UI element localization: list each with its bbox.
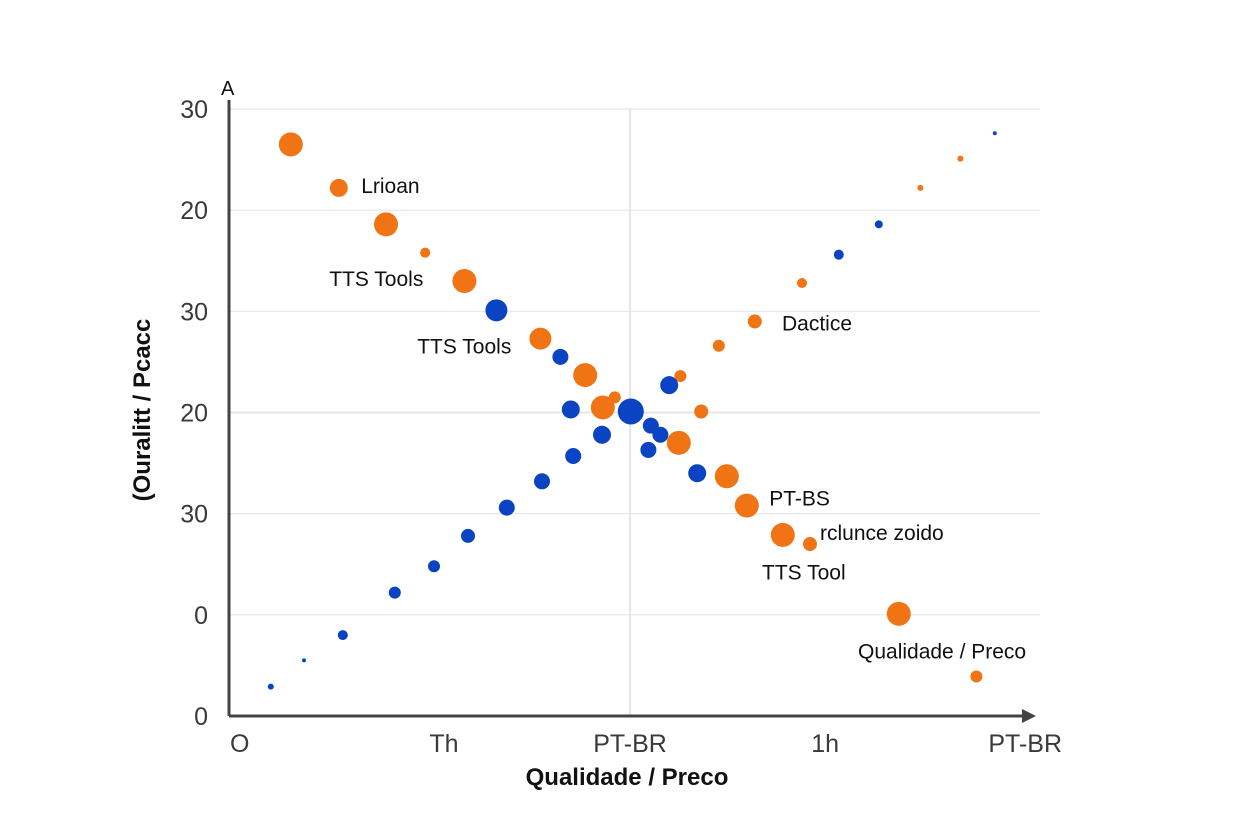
y-tick-label: 30 <box>180 501 208 529</box>
orange-data-point <box>712 339 725 352</box>
y-axis-label: (Ouralitt / Pcacc <box>129 319 156 502</box>
blue-data-point <box>561 400 580 419</box>
orange-data-point <box>590 395 615 420</box>
blue-data-point <box>833 249 844 260</box>
orange-data-point <box>770 522 795 547</box>
data-points <box>267 131 997 690</box>
x-tick-label: Th <box>429 730 458 758</box>
y-tick-labels: 0 0 30 20 30 20 30 <box>180 96 208 731</box>
orange-data-point <box>573 363 598 388</box>
orange-data-point <box>886 601 911 626</box>
annotation-label: PT-BS <box>769 487 830 510</box>
y-tick-label: 20 <box>180 197 208 225</box>
blue-data-point <box>660 376 679 395</box>
x-axis-label: Qualidade / Preco <box>526 764 729 791</box>
axes <box>227 100 1036 723</box>
blue-data-point <box>302 658 306 663</box>
orange-data-point <box>747 314 762 329</box>
blue-data-point <box>652 426 669 443</box>
x-axis-arrow-icon <box>1022 709 1036 723</box>
y-tick-label: 30 <box>180 96 208 124</box>
orange-data-point <box>957 155 964 162</box>
orange-data-point <box>420 247 431 258</box>
orange-data-point <box>734 493 759 518</box>
x-tick-labels: O Th PT-BR 1h PT-BR <box>230 730 1062 758</box>
orange-data-point <box>374 212 398 237</box>
orange-data-point <box>970 670 983 683</box>
annotation-label: TTS Tools <box>329 268 423 291</box>
blue-data-point <box>498 499 515 516</box>
y-tick-label: 20 <box>180 400 208 428</box>
blue-data-point <box>640 441 657 458</box>
x-tick-label: 1h <box>811 730 839 758</box>
orange-data-point <box>452 268 477 293</box>
annotation-label: rclunce zoido <box>820 522 944 545</box>
orange-data-point <box>674 370 687 383</box>
blue-data-point <box>565 448 582 465</box>
blue-data-point <box>428 560 440 573</box>
x-tick-label: PT-BR <box>988 730 1062 758</box>
y-tick-label: 30 <box>180 298 208 326</box>
orange-data-point <box>917 184 924 191</box>
y-tick-label: 0 <box>194 703 208 731</box>
annotation-label: TTS Tool <box>762 561 846 584</box>
orange-data-point <box>694 404 709 419</box>
annotations: Lrioan TTS Tools TTS Tools Dactice PT-BS rclu… <box>329 175 1026 663</box>
blue-data-point <box>337 630 348 641</box>
orange-data-point <box>714 464 739 489</box>
blue-data-point <box>874 220 883 229</box>
blue-data-point <box>593 425 611 444</box>
orange-data-point <box>329 178 348 197</box>
blue-data-point <box>534 473 550 490</box>
orange-data-point <box>278 132 303 157</box>
blue-data-point <box>992 131 997 136</box>
annotation-label: Lrioan <box>361 175 419 198</box>
blue-data-point <box>267 683 274 690</box>
annotation-label: Qualidade / Preco <box>858 640 1026 663</box>
blue-data-point <box>552 348 569 365</box>
annotation-label: Dactice <box>782 312 852 335</box>
blue-data-point <box>617 398 644 425</box>
orange-data-point <box>797 278 807 289</box>
y-tick-label: 0 <box>194 602 208 630</box>
blue-data-point <box>485 299 508 322</box>
orange-data-point <box>803 537 817 552</box>
orange-data-point <box>529 327 552 350</box>
annotation-label: TTS Tools <box>417 336 511 359</box>
orange-data-point <box>608 391 621 404</box>
blue-data-point <box>688 464 707 483</box>
orange-data-point <box>666 430 691 455</box>
x-tick-label: O <box>230 730 249 758</box>
blue-data-point <box>461 528 475 543</box>
blue-data-point <box>388 586 401 599</box>
chart-title: A <box>221 78 235 100</box>
x-tick-label: PT-BR <box>593 730 667 758</box>
